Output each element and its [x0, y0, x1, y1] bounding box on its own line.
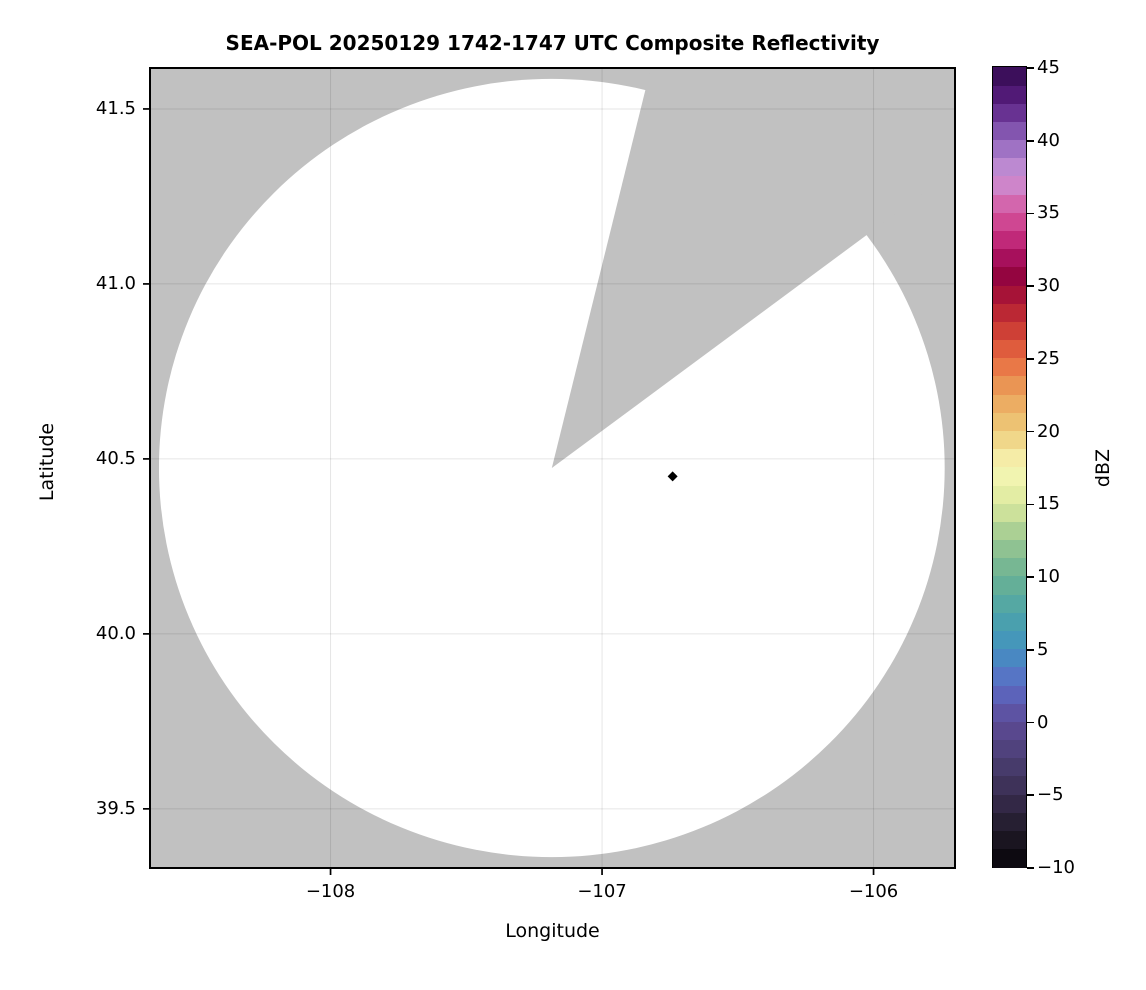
colorbar-tick-mark [1027, 794, 1034, 797]
colorbar-band [993, 140, 1027, 159]
colorbar-band [993, 194, 1027, 214]
x-axis-label: Longitude [505, 920, 600, 942]
colorbar-tick-mark [1027, 721, 1034, 724]
colorbar-band [993, 67, 1027, 87]
colorbar-tick-label: 0 [1037, 711, 1049, 733]
colorbar-band [993, 467, 1027, 487]
colorbar-tick-label: 40 [1037, 129, 1060, 151]
colorbar-band [993, 540, 1027, 559]
colorbar-band [993, 158, 1027, 177]
colorbar-tick-mark [1027, 139, 1034, 142]
colorbar-tick-mark [1027, 867, 1034, 869]
plot-title: SEA-POL 20250129 1742-1747 UTC Composite… [225, 31, 880, 55]
colorbar-band [993, 267, 1027, 287]
x-tick-label: −108 [305, 881, 356, 902]
colorbar-band [993, 394, 1027, 414]
radar-plot-area [143, 67, 956, 875]
colorbar-tick-mark [1027, 576, 1034, 578]
colorbar-tick-label: 20 [1037, 420, 1060, 442]
colorbar-band [993, 503, 1027, 523]
colorbar-band [993, 685, 1027, 705]
colorbar-band [993, 758, 1027, 777]
colorbar-band [993, 121, 1027, 141]
colorbar-band [993, 740, 1027, 759]
colorbar-band [993, 358, 1027, 377]
colorbar-band [993, 485, 1027, 505]
x-tick-label: −106 [848, 881, 899, 902]
y-tick-label: 40.5 [95, 447, 136, 469]
colorbar-band [993, 849, 1027, 868]
x-tick-label: −107 [577, 881, 627, 902]
y-tick-label: 41.0 [95, 272, 136, 294]
colorbar-band [993, 521, 1027, 541]
colorbar-tick-mark [1027, 430, 1034, 433]
plot-border [149, 67, 956, 869]
colorbar-band [993, 812, 1027, 832]
colorbar-band [993, 231, 1027, 250]
colorbar-band [993, 576, 1027, 596]
y-axis-label: Latitude [36, 422, 58, 502]
colorbar-band [993, 794, 1027, 814]
colorbar-band [993, 303, 1027, 323]
colorbar-tick-label: 10 [1037, 566, 1060, 588]
colorbar-tick-label: 15 [1037, 493, 1060, 515]
colorbar-tick-label: −10 [1037, 857, 1075, 878]
colorbar-band [993, 85, 1027, 105]
colorbar-band [993, 176, 1027, 196]
colorbar-band [993, 631, 1027, 650]
colorbar-band [993, 594, 1027, 614]
missing-data-sector [551, 68, 955, 468]
y-tick-label: 40.0 [95, 622, 136, 644]
colorbar-band [993, 431, 1027, 450]
y-tick-label: 39.5 [95, 797, 136, 819]
colorbar-tick-label: 45 [1037, 57, 1060, 78]
colorbar-tick-label: 35 [1037, 202, 1060, 224]
colorbar-tick-mark [1027, 67, 1034, 69]
colorbar-band [993, 340, 1027, 359]
colorbar-tick-label: 5 [1037, 638, 1049, 660]
colorbar-tick-mark [1027, 648, 1034, 651]
colorbar-band [993, 285, 1027, 305]
colorbar-band [993, 558, 1027, 577]
colorbar-band [993, 703, 1027, 723]
colorbar-band [993, 412, 1027, 432]
colorbar-tick-mark [1027, 212, 1034, 215]
colorbar-band [993, 776, 1027, 796]
colorbar-tick-label: 25 [1037, 347, 1060, 369]
colorbar-tick-mark [1027, 358, 1034, 360]
colorbar-band [993, 667, 1027, 687]
colorbar-band [993, 649, 1027, 668]
colorbar-tick-label: −5 [1037, 784, 1064, 806]
colorbar-band [993, 321, 1027, 341]
colorbar-band [993, 103, 1027, 123]
colorbar-tick-mark [1027, 285, 1034, 288]
colorbar-label: dBZ [1092, 448, 1114, 488]
colorbar-band [993, 612, 1027, 632]
colorbar-band [993, 212, 1027, 232]
colorbar-band [993, 721, 1027, 741]
reflectivity-point-marker [667, 471, 678, 482]
colorbar-tick-label: 30 [1037, 275, 1060, 297]
colorbar-band [993, 249, 1027, 268]
colorbar-band [993, 376, 1027, 396]
colorbar-tick-mark [1027, 503, 1034, 506]
colorbar [992, 66, 1028, 869]
colorbar-band [993, 449, 1027, 468]
colorbar-band [993, 831, 1027, 850]
y-tick-label: 41.5 [95, 97, 136, 119]
